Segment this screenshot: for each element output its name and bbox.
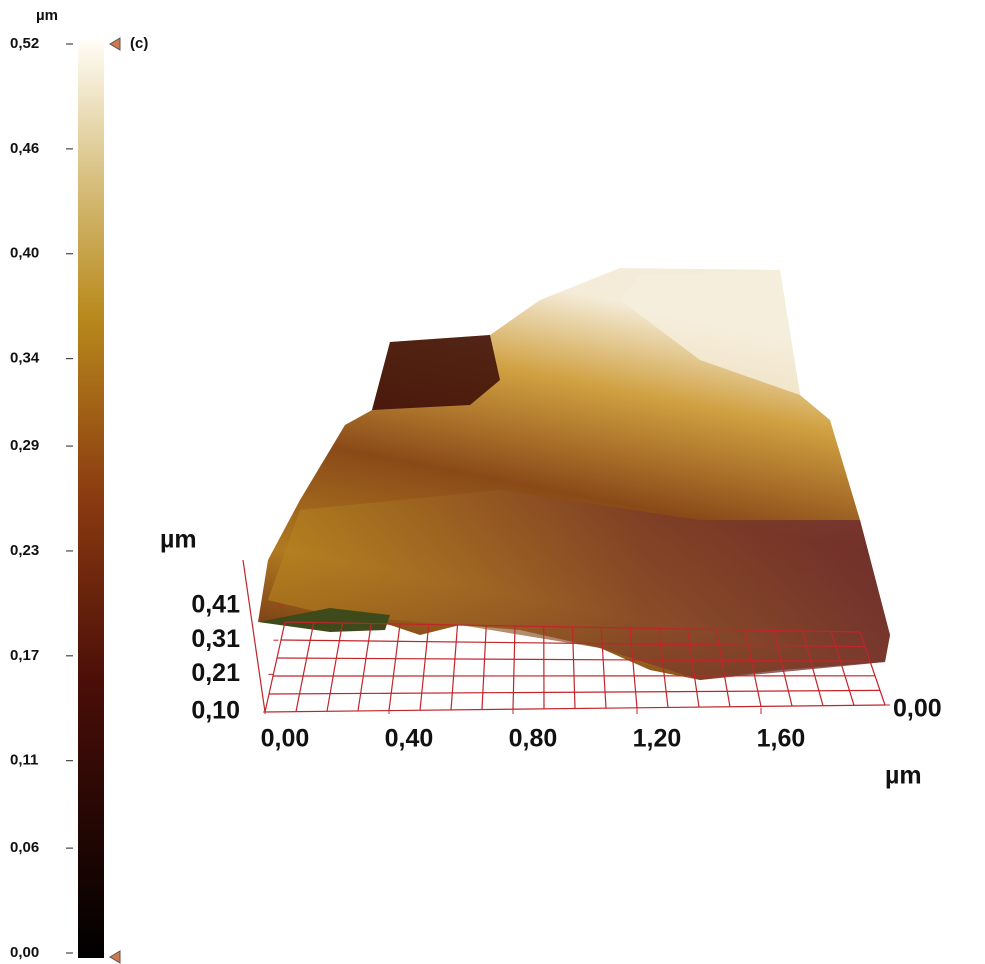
x-tick-label: 1,60 [757,725,806,753]
floor-line [268,689,881,695]
panel-label: (c) [130,35,148,52]
colorbar-tick-label: 0,40 [10,245,39,262]
z-unit: µm [160,526,197,554]
floor-line [284,621,861,633]
floor-line [744,629,762,707]
colorbar-tick-label: 0,46 [10,140,39,157]
colorbar-tick-label: 0,34 [10,350,40,367]
surface-highlight [620,270,800,395]
x-unit: µm [885,762,922,790]
floor-line [264,704,886,713]
z-tick-label: 0,21 [191,659,240,687]
floor-line [388,623,401,711]
colorbar-tick-label: 0,17 [10,647,39,664]
floor-line [859,631,886,706]
z-tick-label: 0,41 [191,591,240,619]
floor-line [326,622,344,712]
floor-line [419,624,430,711]
floor-line [450,624,459,710]
floor-line [512,625,516,710]
z-tick-label: 0,10 [191,697,240,725]
floor-line [295,622,315,712]
colorbar-tick-label: 0,23 [10,542,39,559]
floor-line [357,623,372,712]
floor-line [773,630,793,707]
y-tick-label: 0,00 [893,695,942,723]
colorbar-tick-label: 0,52 [10,35,39,52]
z-axis-line [242,559,266,713]
colorbar: µm (c) [36,7,148,964]
floor-line [629,627,638,708]
colorbar-tick-label: 0,00 [10,944,39,961]
floor-line [830,631,855,706]
z-tick-label: 0,31 [191,625,240,653]
floor-line [276,657,871,662]
floor-line [715,629,731,707]
surface-shade [268,490,890,680]
x-tick-label: 0,80 [509,725,558,753]
colorbar-gradient [78,40,104,958]
floor-line [481,625,487,710]
colorbar-tick-label: 0,29 [10,437,39,454]
floor-line [571,626,576,709]
surface-shade [372,335,500,410]
floor-line [801,630,824,706]
surface-edge [258,608,390,632]
x-tick-label: 0,40 [385,725,434,753]
floor-line [658,628,669,708]
floor-line [264,621,286,713]
floor-line [280,639,866,648]
floor-line [686,628,700,708]
colorbar-tick-label: 0,11 [10,752,38,769]
surface [258,268,890,680]
colorbar-tick-label: 0,06 [10,839,39,856]
marker [109,950,121,964]
marker [109,37,121,51]
floor-grid [242,559,886,713]
x-tick-label: 1,20 [633,725,682,753]
x-tick-label: 0,00 [261,725,310,753]
colorbar-unit: µm [36,7,58,24]
floor-line [600,627,607,709]
